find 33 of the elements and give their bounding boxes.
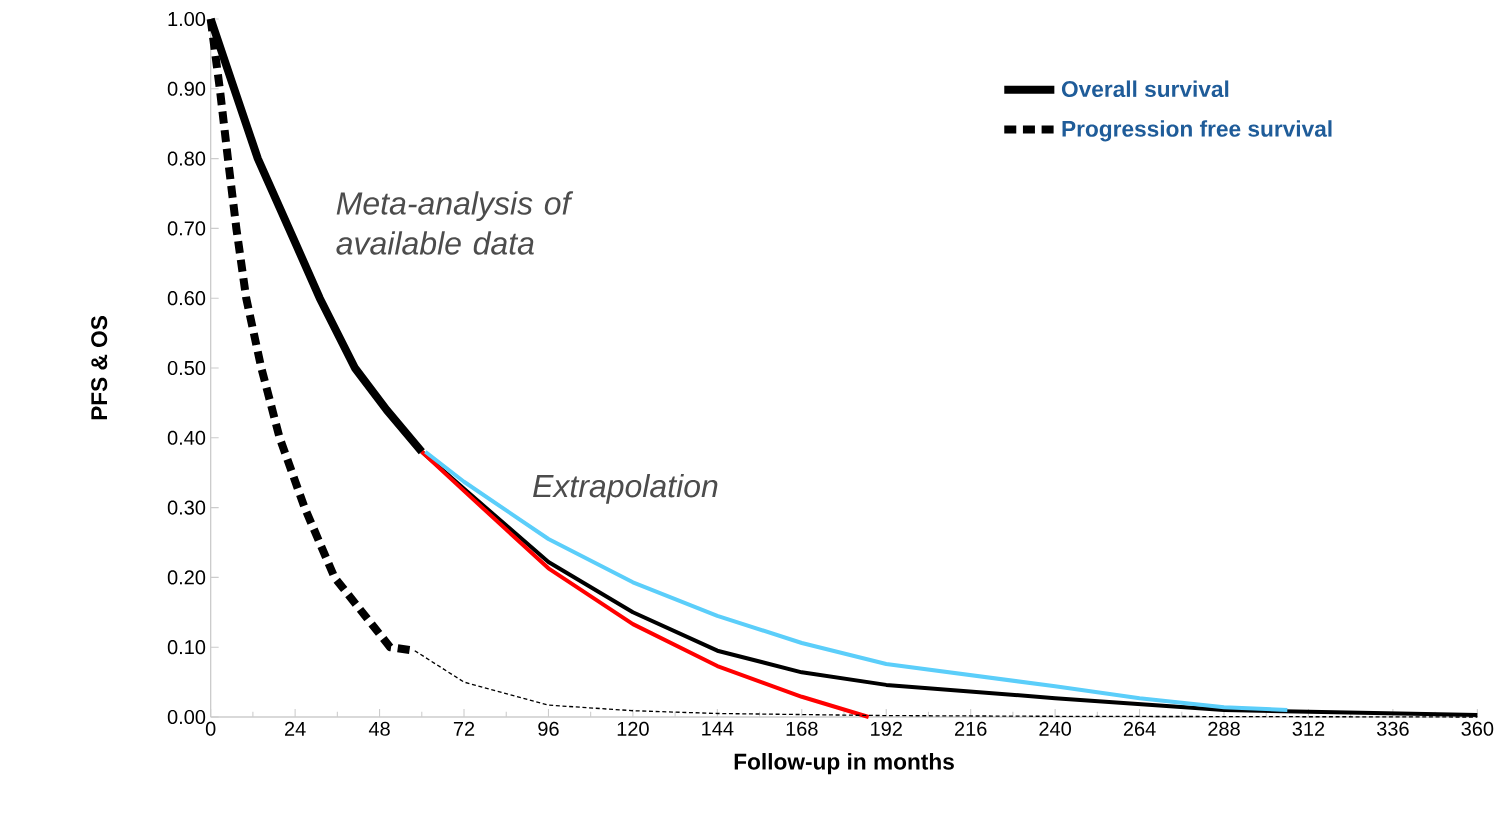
legend-label: Overall survival: [1061, 80, 1229, 98]
y-tick-label: 0.20: [167, 570, 206, 585]
y-tick-label: 0.80: [167, 151, 206, 166]
y-tick-label: 0.50: [167, 360, 206, 376]
x-tick-label: 48: [368, 721, 390, 736]
y-tick-label: 0.30: [167, 500, 206, 515]
x-tick-label: 264: [1123, 721, 1156, 736]
annotation: Extrapolation: [533, 473, 718, 504]
y-tick-label: 0.70: [167, 221, 206, 236]
y-axis-title: PFS & OS: [91, 315, 108, 420]
x-tick-label: 120: [617, 721, 649, 736]
x-tick-label: 360: [1461, 721, 1494, 736]
x-tick-label: 144: [702, 721, 734, 736]
x-axis-title: Follow-up in months: [734, 753, 954, 775]
y-tick-label: 0.40: [167, 430, 206, 445]
y-tick-label: 1.00: [168, 11, 206, 27]
x-tick-label: 240: [1039, 721, 1072, 736]
x-tick-label: 168: [786, 721, 818, 736]
x-tick-label: 24: [285, 721, 306, 736]
x-tick-label: 312: [1292, 721, 1325, 736]
annotation: Meta-analysis of available data: [336, 191, 574, 255]
y-tick-label: 0.60: [167, 291, 206, 306]
x-tick-label: 288: [1208, 721, 1240, 736]
y-tick-label: 0.10: [167, 640, 206, 655]
legend-label: Progression free survival: [1062, 120, 1332, 142]
x-tick-label: 192: [871, 721, 902, 736]
x-tick-label: 0: [205, 721, 216, 736]
y-tick-label: 0.00: [167, 709, 206, 725]
x-tick-label: 216: [955, 721, 987, 736]
x-tick-label: 72: [453, 721, 475, 736]
x-tick-label: 96: [538, 721, 559, 736]
y-tick-label: 0.90: [167, 81, 206, 96]
x-tick-label: 336: [1376, 721, 1409, 736]
